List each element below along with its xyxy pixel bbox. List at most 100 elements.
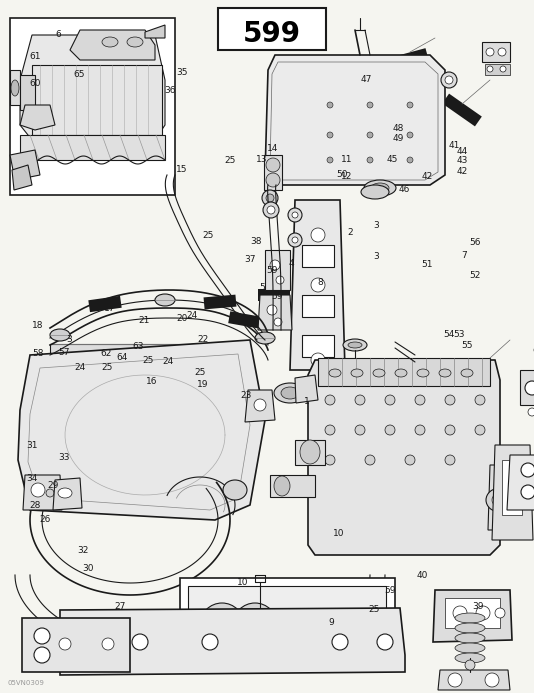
Text: 38: 38 <box>250 237 262 245</box>
Ellipse shape <box>377 634 393 650</box>
Ellipse shape <box>395 369 407 377</box>
Text: 56: 56 <box>469 238 481 247</box>
Text: 1: 1 <box>304 398 310 406</box>
Ellipse shape <box>486 488 514 512</box>
Ellipse shape <box>325 395 335 405</box>
Ellipse shape <box>325 455 335 465</box>
Ellipse shape <box>327 102 333 108</box>
Ellipse shape <box>327 157 333 163</box>
Polygon shape <box>20 105 55 130</box>
Ellipse shape <box>351 369 363 377</box>
Text: 15: 15 <box>176 166 187 174</box>
Ellipse shape <box>127 37 143 47</box>
Bar <box>188 586 386 664</box>
Text: 35: 35 <box>176 69 187 77</box>
Ellipse shape <box>31 483 45 497</box>
Ellipse shape <box>525 381 534 395</box>
Ellipse shape <box>46 489 54 497</box>
Polygon shape <box>265 250 290 290</box>
Text: 44: 44 <box>456 147 468 155</box>
Ellipse shape <box>528 408 534 416</box>
Ellipse shape <box>465 660 475 670</box>
Ellipse shape <box>325 425 335 435</box>
Ellipse shape <box>227 350 243 366</box>
Ellipse shape <box>441 72 457 88</box>
Ellipse shape <box>34 647 50 663</box>
Ellipse shape <box>233 603 277 647</box>
Bar <box>391 48 428 68</box>
Ellipse shape <box>371 183 389 193</box>
Ellipse shape <box>155 294 175 306</box>
Ellipse shape <box>50 329 70 341</box>
Polygon shape <box>520 370 534 405</box>
Text: 14: 14 <box>266 145 278 153</box>
Text: 24: 24 <box>186 311 198 319</box>
Polygon shape <box>492 445 533 540</box>
Ellipse shape <box>311 278 325 292</box>
Text: 41: 41 <box>448 141 460 150</box>
Polygon shape <box>438 670 510 690</box>
Text: 51: 51 <box>421 261 433 269</box>
Bar <box>264 155 282 190</box>
Ellipse shape <box>445 76 453 84</box>
Polygon shape <box>482 42 510 62</box>
Ellipse shape <box>487 66 493 72</box>
Ellipse shape <box>455 653 485 663</box>
Text: 19: 19 <box>197 380 209 389</box>
Text: 48: 48 <box>392 125 404 133</box>
Text: 28: 28 <box>29 502 41 510</box>
Ellipse shape <box>200 603 244 647</box>
Ellipse shape <box>475 395 485 405</box>
Text: 37: 37 <box>244 256 256 264</box>
Text: 5: 5 <box>259 283 264 292</box>
Ellipse shape <box>181 344 209 372</box>
Ellipse shape <box>292 237 298 243</box>
Bar <box>88 296 122 312</box>
Text: 22: 22 <box>197 335 209 344</box>
Ellipse shape <box>415 395 425 405</box>
Ellipse shape <box>445 455 455 465</box>
Polygon shape <box>18 340 265 520</box>
Ellipse shape <box>486 48 494 56</box>
Ellipse shape <box>202 634 218 650</box>
Ellipse shape <box>343 359 367 371</box>
Bar <box>182 643 212 653</box>
Polygon shape <box>290 200 345 370</box>
Polygon shape <box>60 608 405 675</box>
Polygon shape <box>507 455 534 510</box>
Text: 59: 59 <box>266 266 278 274</box>
Text: 11: 11 <box>341 155 353 164</box>
Polygon shape <box>433 590 512 642</box>
Ellipse shape <box>367 157 373 163</box>
Bar <box>302 295 334 317</box>
Bar <box>228 311 262 328</box>
Text: 3: 3 <box>374 221 379 229</box>
Ellipse shape <box>364 180 396 196</box>
Ellipse shape <box>292 212 298 218</box>
Ellipse shape <box>407 102 413 108</box>
Text: 58: 58 <box>33 349 44 358</box>
Ellipse shape <box>476 606 490 620</box>
Bar <box>302 335 334 357</box>
Polygon shape <box>10 150 40 180</box>
Ellipse shape <box>455 643 485 653</box>
Text: 25: 25 <box>224 157 235 165</box>
Text: 64: 64 <box>116 353 128 362</box>
Text: 50: 50 <box>336 170 348 179</box>
Text: 05VN0309: 05VN0309 <box>8 680 45 686</box>
Ellipse shape <box>495 608 505 618</box>
Text: 599: 599 <box>243 20 301 48</box>
Ellipse shape <box>288 233 302 247</box>
Polygon shape <box>20 75 35 110</box>
Text: 47: 47 <box>360 76 372 84</box>
Text: 29: 29 <box>48 481 59 489</box>
Ellipse shape <box>407 157 413 163</box>
Ellipse shape <box>365 455 375 465</box>
Polygon shape <box>12 165 32 190</box>
Bar <box>302 245 334 267</box>
Text: 61: 61 <box>29 53 41 61</box>
Text: 42: 42 <box>421 173 433 181</box>
Text: 34: 34 <box>26 474 38 482</box>
Ellipse shape <box>367 102 373 108</box>
Ellipse shape <box>448 673 462 687</box>
